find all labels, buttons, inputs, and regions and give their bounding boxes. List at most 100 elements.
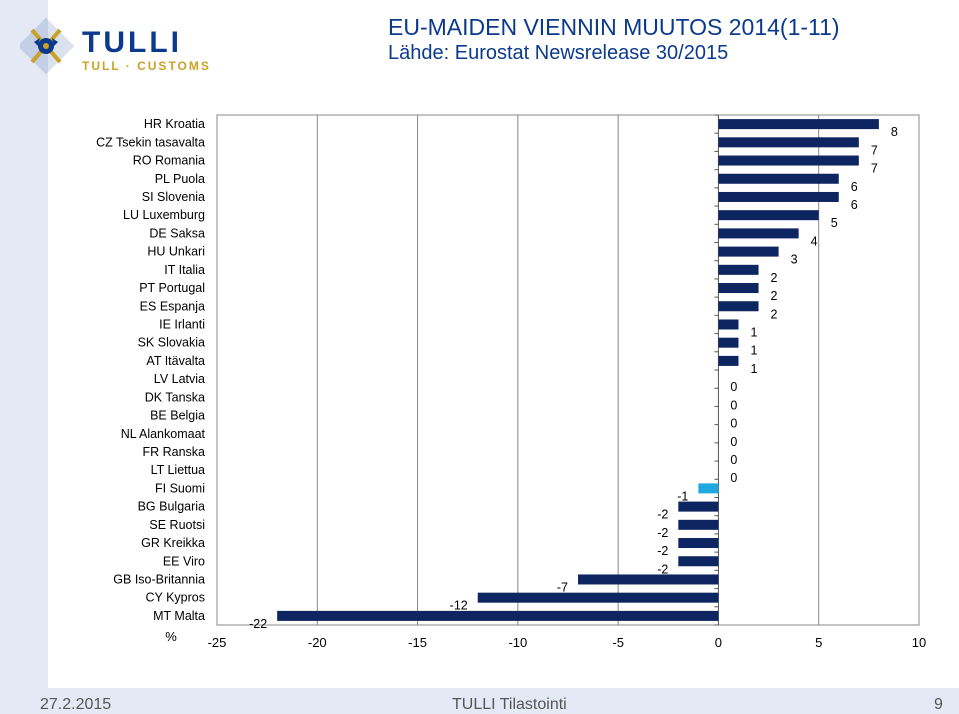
data-label: 0 (730, 417, 737, 431)
category-label: DK Tanska (145, 390, 205, 404)
bar (718, 191, 839, 202)
data-label: 0 (730, 471, 737, 485)
tulli-logo: TULLI TULL · CUSTOMS (20, 18, 211, 75)
category-label: ES Espanja (140, 299, 205, 313)
x-tick-label: 10 (912, 635, 926, 650)
bar (718, 137, 859, 148)
bar (718, 319, 739, 330)
category-label: FI Suomi (155, 481, 205, 495)
data-label: 0 (730, 453, 737, 467)
data-label: 2 (771, 271, 778, 285)
footer-date: 27.2.2015 (40, 696, 112, 713)
category-label: NL Alankomaat (121, 427, 206, 441)
category-label: FR Ranska (142, 445, 205, 459)
data-label: -2 (657, 562, 668, 576)
bar (718, 355, 739, 366)
category-label: RO Romania (133, 154, 205, 168)
data-label: 0 (730, 398, 737, 412)
bar (678, 501, 719, 512)
page-header: EU-MAIDEN VIENNIN MUUTOS 2014(1-11) Lähd… (388, 14, 948, 65)
data-label: 2 (771, 307, 778, 321)
category-label: SE Ruotsi (149, 518, 205, 532)
lion-emblem-icon (20, 18, 75, 75)
category-label: AT Itävalta (146, 354, 205, 368)
logo-name: TULLI (82, 26, 182, 59)
x-tick-label: 5 (815, 635, 822, 650)
data-label: -2 (657, 526, 668, 540)
category-label: MT Malta (153, 609, 205, 623)
data-label: 3 (791, 253, 798, 267)
category-label: EE Viro (163, 554, 205, 568)
bar (718, 155, 859, 166)
data-label: 1 (750, 344, 757, 358)
category-label: BG Bulgaria (138, 500, 205, 514)
bar (718, 173, 839, 184)
category-label: HR Kroatia (144, 117, 205, 131)
bar (698, 483, 719, 494)
bar (718, 264, 759, 275)
bar (718, 283, 759, 294)
data-label: 6 (851, 198, 858, 212)
category-label: IT Italia (164, 263, 205, 277)
bar (718, 301, 759, 312)
bottom-decor-bar (0, 688, 959, 714)
data-label: -22 (249, 617, 267, 631)
x-tick-label: -5 (612, 635, 624, 650)
data-label: 8 (891, 125, 898, 139)
data-label: 1 (750, 325, 757, 339)
category-label: LV Latvia (154, 372, 205, 386)
x-tick-label: 0 (715, 635, 722, 650)
data-label: 2 (771, 289, 778, 303)
bar (718, 337, 739, 348)
category-label: LU Luxemburg (123, 208, 205, 222)
page-subtitle: Lähde: Eurostat Newsrelease 30/2015 (388, 42, 729, 64)
data-label: 4 (811, 234, 818, 248)
data-label: -12 (450, 599, 468, 613)
data-label: 0 (730, 435, 737, 449)
x-tick-label: -25 (208, 635, 227, 650)
data-label: -2 (657, 544, 668, 558)
category-label: LT Liettua (151, 463, 205, 477)
data-label: 7 (871, 143, 878, 157)
bar (477, 592, 719, 603)
bar (718, 210, 819, 221)
data-label: 1 (750, 362, 757, 376)
category-label: CY Kypros (145, 591, 205, 605)
x-tick-label: -15 (408, 635, 427, 650)
category-label: SK Slovakia (138, 336, 205, 350)
category-label: GR Kreikka (141, 536, 205, 550)
footer-center: TULLI Tilastointi (452, 696, 567, 713)
category-label: PL Puola (155, 172, 205, 186)
bar (718, 246, 779, 257)
x-tick-label: -10 (508, 635, 527, 650)
data-label: 6 (851, 180, 858, 194)
data-label: -7 (557, 580, 568, 594)
category-label: SI Slovenia (142, 190, 205, 204)
category-label: CZ Tsekin tasavalta (96, 135, 205, 149)
page-title: EU-MAIDEN VIENNIN MUUTOS 2014(1-11) (388, 14, 840, 40)
data-label: -1 (677, 489, 688, 503)
x-tick-label: -20 (308, 635, 327, 650)
data-label: 7 (871, 162, 878, 176)
bar (718, 228, 799, 239)
data-label: 5 (831, 216, 838, 230)
plot-frame (216, 114, 920, 626)
category-label: BE Belgia (150, 409, 205, 423)
bar (718, 119, 879, 130)
category-label: PT Portugal (139, 281, 205, 295)
logo-tagline: TULL · CUSTOMS (82, 59, 211, 73)
category-label: DE Saksa (149, 226, 205, 240)
data-label: -2 (657, 508, 668, 522)
left-decor-bar (0, 0, 48, 714)
unit-label: % (165, 629, 177, 644)
category-label: HU Unkari (147, 245, 205, 259)
bar (678, 538, 719, 549)
bar (578, 574, 719, 585)
category-label: IE Irlanti (159, 317, 205, 331)
data-label: 0 (730, 380, 737, 394)
bar (678, 519, 719, 530)
category-label: GB Iso-Britannia (113, 572, 205, 586)
bar (678, 556, 719, 567)
footer-page-number: 9 (934, 696, 943, 713)
